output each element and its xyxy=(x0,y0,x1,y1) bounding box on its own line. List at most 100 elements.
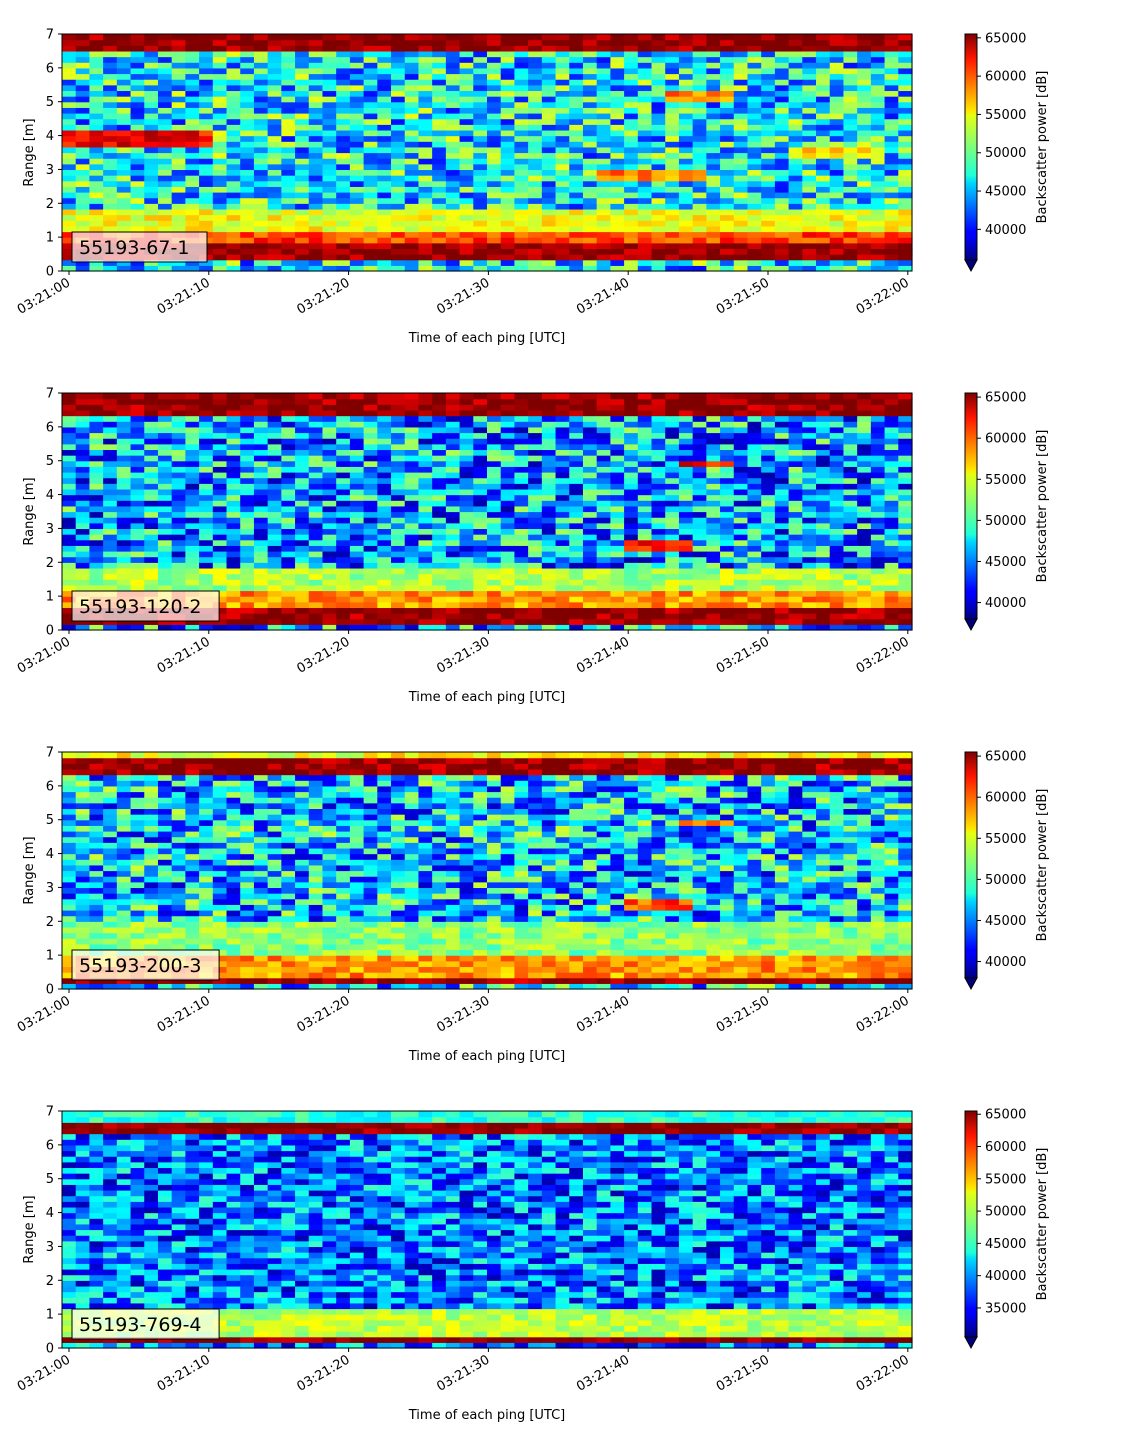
heatmap-cell xyxy=(624,50,639,58)
y-tick-label: 6 xyxy=(46,61,54,76)
heatmap-cell xyxy=(596,415,611,422)
heatmap-cell xyxy=(487,186,502,193)
heatmap-cell xyxy=(514,67,529,75)
heatmap-cell xyxy=(171,62,186,69)
heatmap-cell xyxy=(761,494,776,501)
heatmap-cell xyxy=(199,438,214,445)
heatmap-cell xyxy=(514,455,529,462)
heatmap-cell xyxy=(308,90,324,97)
heatmap-cell xyxy=(582,517,598,524)
heatmap-cell xyxy=(637,254,653,261)
heatmap-cell xyxy=(829,180,845,187)
heatmap-cell xyxy=(459,415,474,422)
heatmap-cell xyxy=(678,426,694,434)
heatmap-cell xyxy=(747,567,762,575)
heatmap-cell xyxy=(733,254,749,261)
heatmap-cell xyxy=(377,567,392,575)
heatmap-cell xyxy=(665,539,680,546)
heatmap-cell xyxy=(130,208,145,216)
heatmap-cell xyxy=(391,175,406,182)
heatmap-cell xyxy=(610,438,625,445)
heatmap-cell xyxy=(761,522,776,530)
heatmap-cell xyxy=(103,618,118,625)
heatmap-cell xyxy=(267,214,282,221)
heatmap-cell xyxy=(89,455,104,462)
heatmap-cell xyxy=(624,584,639,592)
heatmap-cell xyxy=(692,590,707,597)
heatmap-cell xyxy=(349,197,365,204)
heatmap-cell xyxy=(157,567,173,575)
heatmap-cell xyxy=(788,556,803,563)
heatmap-cell xyxy=(281,84,296,92)
heatmap-cell xyxy=(555,90,570,97)
heatmap-cell xyxy=(816,607,831,614)
heatmap-cell xyxy=(733,601,749,609)
heatmap-cell xyxy=(253,169,269,176)
heatmap-cell xyxy=(569,197,584,204)
heatmap-cell xyxy=(843,237,858,244)
heatmap-cell xyxy=(665,118,680,125)
heatmap-cell xyxy=(514,152,529,159)
heatmap-cell xyxy=(665,169,680,176)
heatmap-cell xyxy=(829,124,845,131)
heatmap-cell xyxy=(843,192,858,199)
heatmap-cell xyxy=(157,197,173,204)
heatmap-cell xyxy=(226,242,241,250)
heatmap-cell xyxy=(212,259,228,266)
heatmap-cell xyxy=(157,477,173,484)
heatmap-cell xyxy=(281,96,296,103)
heatmap-cell xyxy=(295,607,310,614)
heatmap-cell xyxy=(473,573,488,580)
heatmap-cell xyxy=(843,158,858,165)
heatmap-cell xyxy=(528,393,543,400)
heatmap-cell xyxy=(295,180,310,187)
heatmap-cell xyxy=(199,449,214,456)
heatmap-cell xyxy=(322,607,337,614)
heatmap-cell xyxy=(706,517,721,524)
heatmap-cell xyxy=(253,90,269,97)
heatmap-cell xyxy=(377,624,392,631)
heatmap-cell xyxy=(829,225,845,233)
heatmap-cell xyxy=(62,613,77,620)
heatmap-cell xyxy=(157,96,173,103)
heatmap-cell xyxy=(267,56,282,63)
heatmap-cell xyxy=(637,601,653,609)
heatmap-cell xyxy=(295,254,310,261)
heatmap-cell xyxy=(267,449,282,456)
heatmap-cell xyxy=(459,79,474,86)
heatmap-cell xyxy=(596,426,611,434)
heatmap-cell xyxy=(295,534,310,541)
heatmap-cell xyxy=(857,146,872,154)
heatmap-cell xyxy=(541,517,557,524)
heatmap-cell xyxy=(157,562,173,569)
heatmap-cell xyxy=(720,432,735,439)
heatmap-cell xyxy=(116,562,132,569)
heatmap-cell xyxy=(322,551,337,558)
heatmap-cell xyxy=(665,494,680,501)
heatmap-cell xyxy=(157,398,173,405)
heatmap-cell xyxy=(761,62,776,69)
heatmap-cell xyxy=(761,404,776,411)
heatmap-cell xyxy=(157,45,173,52)
heatmap-cell xyxy=(514,107,529,114)
heatmap-cell xyxy=(624,203,639,210)
heatmap-cell xyxy=(103,163,118,171)
heatmap-cell xyxy=(761,231,776,238)
heatmap-cell xyxy=(445,421,461,428)
heatmap-cell xyxy=(432,607,447,614)
heatmap-cell xyxy=(528,118,543,125)
heatmap-cell xyxy=(541,562,557,569)
heatmap-cell xyxy=(459,483,474,490)
heatmap-cell xyxy=(267,118,282,125)
heatmap-cell xyxy=(596,472,611,479)
heatmap-cell xyxy=(185,551,200,558)
heatmap-cell xyxy=(349,248,365,255)
heatmap-cell xyxy=(487,158,502,165)
heatmap-cell xyxy=(130,79,145,86)
heatmap-cell xyxy=(267,460,282,467)
heatmap-cell xyxy=(541,192,557,199)
heatmap-cell xyxy=(487,220,502,227)
heatmap-cell xyxy=(130,584,145,592)
heatmap-cell xyxy=(720,409,735,417)
heatmap-cell xyxy=(336,607,351,614)
